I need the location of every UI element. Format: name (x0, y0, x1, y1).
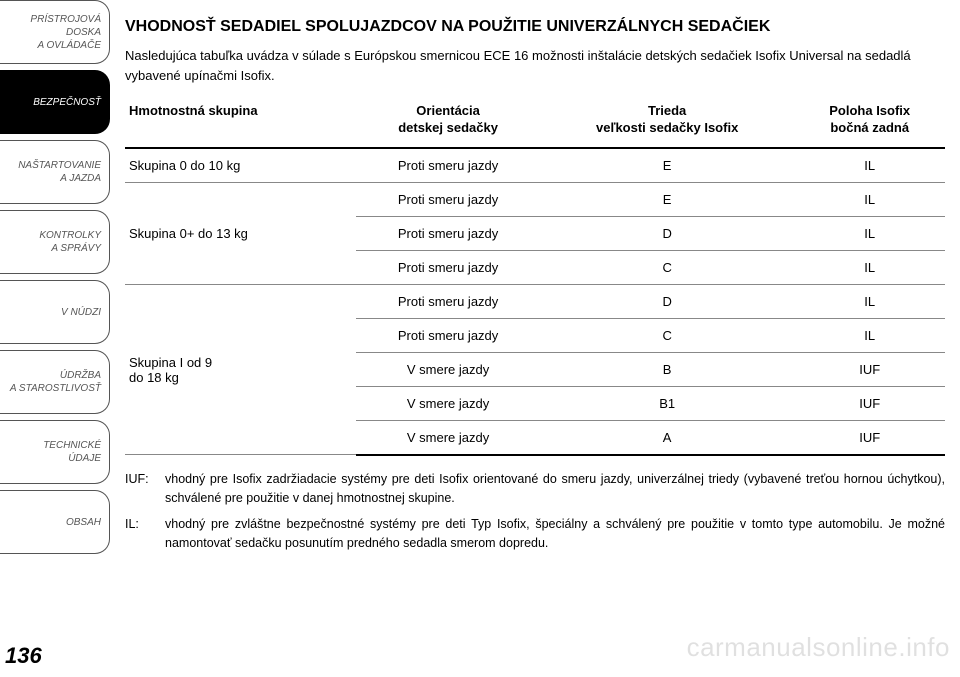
sidebar-item-bezpecnost[interactable]: BEZPEČNOSŤ (0, 70, 110, 134)
class-cell: D (540, 216, 795, 250)
table-row: Skupina 0 do 10 kg Proti smeru jazdy E I… (125, 148, 945, 183)
sidebar-label: A OVLÁDAČE (8, 39, 101, 52)
class-cell: B1 (540, 386, 795, 420)
main-content: VHODNOSŤ SEDADIEL SPOLUJAZDCOV NA POUŽIT… (125, 18, 945, 662)
class-cell: C (540, 250, 795, 284)
sidebar-item-obsah[interactable]: OBSAH (0, 490, 110, 554)
sidebar-item-udrzba[interactable]: ÚDRŽBA A STAROSTLIVOSŤ (0, 350, 110, 414)
legend-text: vhodný pre Isofix zadržiadacie systémy p… (165, 470, 945, 508)
legend-text: vhodný pre zvláštne bezpečnostné systémy… (165, 515, 945, 553)
orientation-cell: Proti smeru jazdy (356, 148, 540, 183)
col-header-class: Trieda veľkosti sedačky Isofix (540, 97, 795, 148)
class-cell: A (540, 420, 795, 455)
position-cell: IUF (794, 386, 945, 420)
sidebar-label: A JAZDA (8, 172, 101, 185)
sidebar-label: DOSKA (8, 26, 101, 39)
class-cell: B (540, 352, 795, 386)
orientation-cell: V smere jazdy (356, 420, 540, 455)
orientation-cell: Proti smeru jazdy (356, 284, 540, 318)
legend-row: IL: vhodný pre zvláštne bezpečnostné sys… (125, 515, 945, 553)
class-cell: E (540, 182, 795, 216)
sidebar-nav: PRÍSTROJOVÁ DOSKA A OVLÁDAČE BEZPEČNOSŤ … (0, 0, 110, 677)
group-cell: Skupina 0 do 10 kg (125, 148, 356, 183)
sidebar-item-vnudzi[interactable]: V NÚDZI (0, 280, 110, 344)
compatibility-table: Hmotnostná skupina Orientácia detskej se… (125, 97, 945, 456)
sidebar-item-technicke[interactable]: TECHNICKÉ ÚDAJE (0, 420, 110, 484)
class-cell: C (540, 318, 795, 352)
sidebar-label: A SPRÁVY (8, 242, 101, 255)
sidebar-label: TECHNICKÉ ÚDAJE (8, 439, 101, 465)
group-cell: Skupina I od 9 do 18 kg (125, 284, 356, 455)
col-header-position: Poloha Isofix bočná zadná (794, 97, 945, 148)
position-cell: IL (794, 250, 945, 284)
col-header-orientation: Orientácia detskej sedačky (356, 97, 540, 148)
sidebar-label: A STAROSTLIVOSŤ (8, 382, 101, 395)
orientation-cell: Proti smeru jazdy (356, 216, 540, 250)
position-cell: IL (794, 216, 945, 250)
orientation-cell: V smere jazdy (356, 352, 540, 386)
position-cell: IUF (794, 352, 945, 386)
position-cell: IL (794, 284, 945, 318)
table-row: Skupina 0+ do 13 kg Proti smeru jazdy E … (125, 182, 945, 216)
sidebar-item-kontrolky[interactable]: KONTROLKY A SPRÁVY (0, 210, 110, 274)
legend-row: IUF: vhodný pre Isofix zadržiadacie syst… (125, 470, 945, 508)
group-cell: Skupina 0+ do 13 kg (125, 182, 356, 284)
legend-key: IL: (125, 515, 165, 553)
watermark: carmanualsonline.info (687, 632, 950, 663)
position-cell: IUF (794, 420, 945, 455)
sidebar-item-pristrojova[interactable]: PRÍSTROJOVÁ DOSKA A OVLÁDAČE (0, 0, 110, 64)
page-number: 136 (5, 643, 42, 669)
sidebar-label: NAŠTARTOVANIE (8, 159, 101, 172)
col-header-group: Hmotnostná skupina (125, 97, 356, 148)
legend-key: IUF: (125, 470, 165, 508)
position-cell: IL (794, 318, 945, 352)
position-cell: IL (794, 182, 945, 216)
orientation-cell: Proti smeru jazdy (356, 250, 540, 284)
class-cell: D (540, 284, 795, 318)
sidebar-label: BEZPEČNOSŤ (8, 96, 101, 109)
sidebar-label: PRÍSTROJOVÁ (8, 13, 101, 26)
intro-paragraph: Nasledujúca tabuľka uvádza v súlade s Eu… (125, 46, 945, 85)
sidebar-label: OBSAH (8, 516, 101, 529)
sidebar-item-nastartovanie[interactable]: NAŠTARTOVANIE A JAZDA (0, 140, 110, 204)
position-cell: IL (794, 148, 945, 183)
table-row: Skupina I od 9 do 18 kg Proti smeru jazd… (125, 284, 945, 318)
legend: IUF: vhodný pre Isofix zadržiadacie syst… (125, 470, 945, 553)
orientation-cell: Proti smeru jazdy (356, 182, 540, 216)
class-cell: E (540, 148, 795, 183)
orientation-cell: Proti smeru jazdy (356, 318, 540, 352)
page-title: VHODNOSŤ SEDADIEL SPOLUJAZDCOV NA POUŽIT… (125, 18, 945, 36)
sidebar-label: KONTROLKY (8, 229, 101, 242)
orientation-cell: V smere jazdy (356, 386, 540, 420)
sidebar-label: ÚDRŽBA (8, 369, 101, 382)
sidebar-label: V NÚDZI (8, 306, 101, 319)
